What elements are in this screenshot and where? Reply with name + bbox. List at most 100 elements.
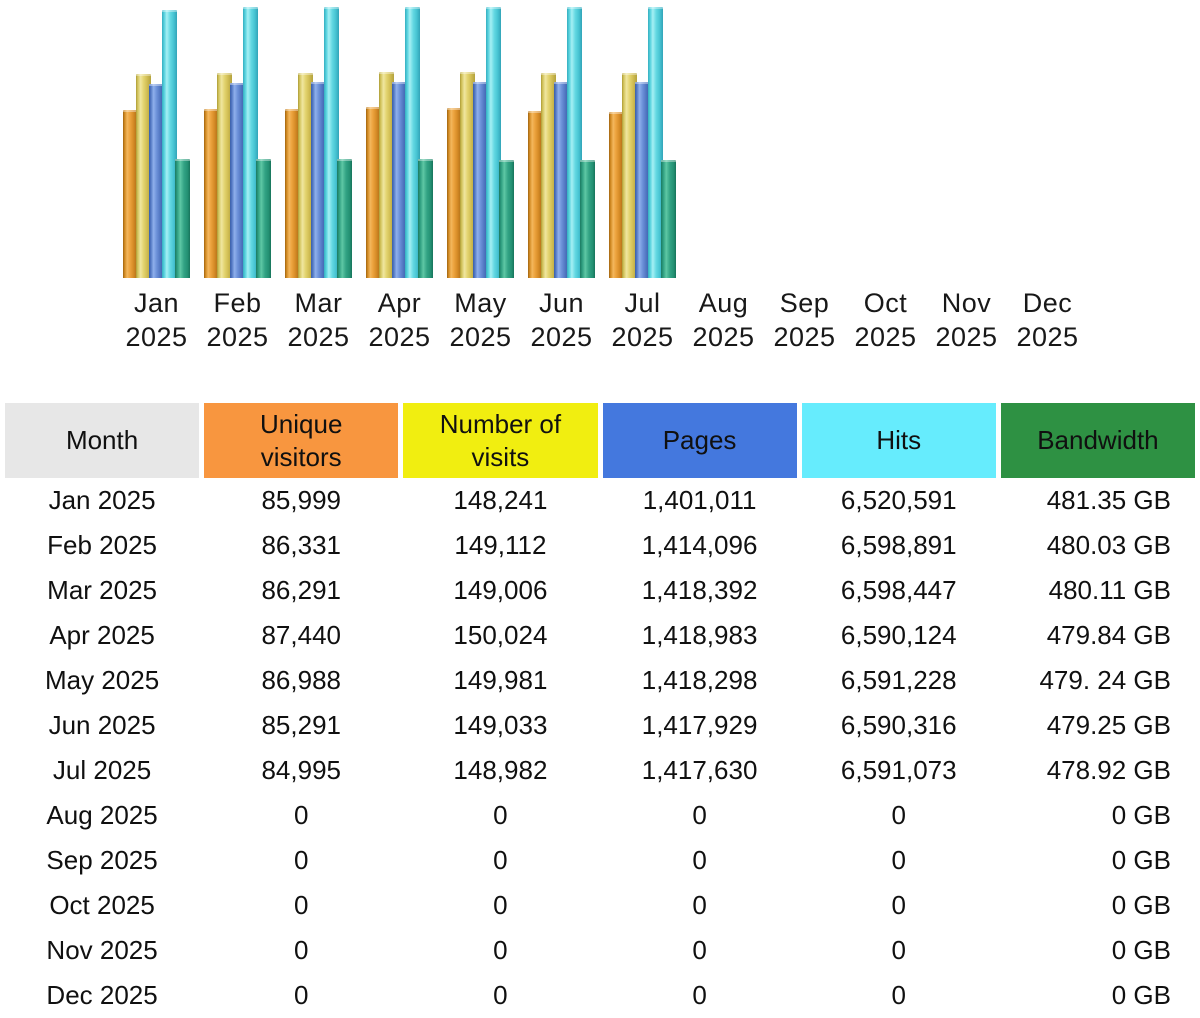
value-cell: 0 [493, 935, 508, 965]
chart-bar [405, 7, 420, 278]
axis-label: Oct 2025 [854, 288, 917, 352]
value-cell: 6,520,591 [840, 485, 957, 515]
chart-bar-group [521, 0, 602, 278]
table-row: Apr 2025 87,440 150,024 1,418,983 6,590,124 4… [5, 613, 1195, 658]
axis-label: Jul 2025 [611, 288, 674, 352]
chart-bar [567, 7, 582, 278]
chart-bar [648, 7, 663, 278]
table-row: Sep 2025 0 0 0 0 0 GB [5, 838, 1195, 883]
axis-label: Nov 2025 [935, 288, 998, 352]
table-row: Dec 2025 0 0 0 0 0 GB [5, 973, 1195, 1018]
value-cell: 478.92 GB [1046, 755, 1171, 785]
chart-bar-group [1007, 0, 1088, 278]
table-row: Oct 2025 0 0 0 0 0 GB [5, 883, 1195, 928]
value-cell: 0 [294, 980, 309, 1010]
chart-bars-area [116, 0, 1088, 278]
value-cell: 0 [692, 845, 707, 875]
value-cell: 85,999 [261, 485, 341, 515]
axis-label: Aug 2025 [692, 288, 755, 352]
chart-bar [298, 73, 313, 278]
value-cell: 86,988 [261, 665, 341, 695]
chart-bar [635, 82, 650, 278]
chart-bar-group [602, 0, 683, 278]
chart-bar [541, 73, 556, 278]
axis-label: Apr 2025 [368, 288, 431, 352]
chart-bar [554, 82, 569, 278]
value-cell: 0 GB [1111, 800, 1171, 830]
chart-bar [609, 112, 624, 278]
chart-bar-group [926, 0, 1007, 278]
chart-bar [311, 82, 326, 278]
value-cell: 86,331 [261, 530, 341, 560]
value-cell: 1,414,096 [641, 530, 758, 560]
axis-label: Dec 2025 [1016, 288, 1079, 352]
table-header-row: Month Unique visitors Number of visits Page… [5, 403, 1195, 478]
value-cell: 84,995 [261, 755, 341, 785]
chart-bar [460, 72, 475, 278]
table-row: Feb 2025 86,331 149,112 1,414,096 6,598,891 4… [5, 523, 1195, 568]
chart-bar [337, 159, 352, 278]
month-cell: Feb 2025 [47, 530, 158, 560]
table-header-cell: Pages [602, 403, 797, 478]
value-cell: 0 [294, 800, 309, 830]
axis-label: Feb 2025 [206, 288, 269, 352]
value-cell: 0 [294, 935, 309, 965]
month-cell: Dec 2025 [46, 980, 158, 1010]
value-cell: 0 [493, 980, 508, 1010]
value-cell: 0 [692, 890, 707, 920]
table-row: May 2025 86,988 149,981 1,418,298 6,591,228 4… [5, 658, 1195, 703]
value-cell: 86,291 [261, 575, 341, 605]
value-cell: 479.84 GB [1046, 620, 1171, 650]
table-row: Jun 2025 85,291 149,033 1,417,929 6,590,316 4… [5, 703, 1195, 748]
chart-bar [473, 82, 488, 278]
chart-bar [230, 83, 245, 278]
value-cell: 6,598,447 [840, 575, 957, 605]
value-cell: 0 [493, 890, 508, 920]
axis-label: Jun 2025 [530, 288, 593, 352]
table-header-cell: Hits [801, 403, 996, 478]
chart-bar [162, 10, 177, 278]
month-cell: Jan 2025 [48, 485, 156, 515]
value-cell: 481.35 GB [1046, 485, 1171, 515]
value-cell: 0 [692, 800, 707, 830]
value-cell: 6,590,316 [840, 710, 957, 740]
chart-bar [486, 7, 501, 278]
chart-bar [204, 109, 219, 278]
value-cell: 1,418,392 [641, 575, 758, 605]
value-cell: 0 [891, 845, 906, 875]
table-row: Nov 2025 0 0 0 0 0 GB [5, 928, 1195, 973]
value-cell: 0 GB [1111, 935, 1171, 965]
value-cell: 150,024 [453, 620, 548, 650]
chart-bar-group [359, 0, 440, 278]
chart-bar [392, 82, 407, 278]
month-cell: Apr 2025 [49, 620, 155, 650]
chart-bar-group [764, 0, 845, 278]
value-cell: 1,418,983 [641, 620, 758, 650]
chart-bar-group [278, 0, 359, 278]
value-cell: 149,112 [454, 530, 547, 560]
value-cell: 85,291 [261, 710, 341, 740]
month-cell: May 2025 [44, 665, 160, 695]
chart-bar [123, 110, 138, 278]
value-cell: 480.11 GB [1048, 575, 1171, 605]
value-cell: 149,981 [453, 665, 548, 695]
value-cell: 6,591,228 [840, 665, 957, 695]
chart-bar [324, 7, 339, 278]
chart-bar [149, 84, 164, 278]
monthly-history-chart: Jan 2025 Feb 2025 Mar 2025 Apr 2025 May 2025 Jun 20… [116, 0, 1088, 354]
axis-label: Jan 2025 [125, 288, 188, 352]
table-header-cell: Month [5, 403, 200, 478]
monthly-stats-table: Month Unique visitors Number of visits Page… [0, 403, 1200, 1018]
chart-bar-group [197, 0, 278, 278]
value-cell: 479. 24 GB [1039, 665, 1171, 695]
value-cell: 149,033 [453, 710, 548, 740]
chart-bar [661, 160, 676, 278]
value-cell: 1,418,298 [641, 665, 758, 695]
month-cell: Sep 2025 [46, 845, 158, 875]
value-cell: 87,440 [261, 620, 341, 650]
value-cell: 6,590,124 [840, 620, 957, 650]
value-cell: 149,006 [453, 575, 548, 605]
chart-bar [447, 108, 462, 278]
chart-bar [499, 160, 514, 278]
chart-bar [175, 159, 190, 278]
